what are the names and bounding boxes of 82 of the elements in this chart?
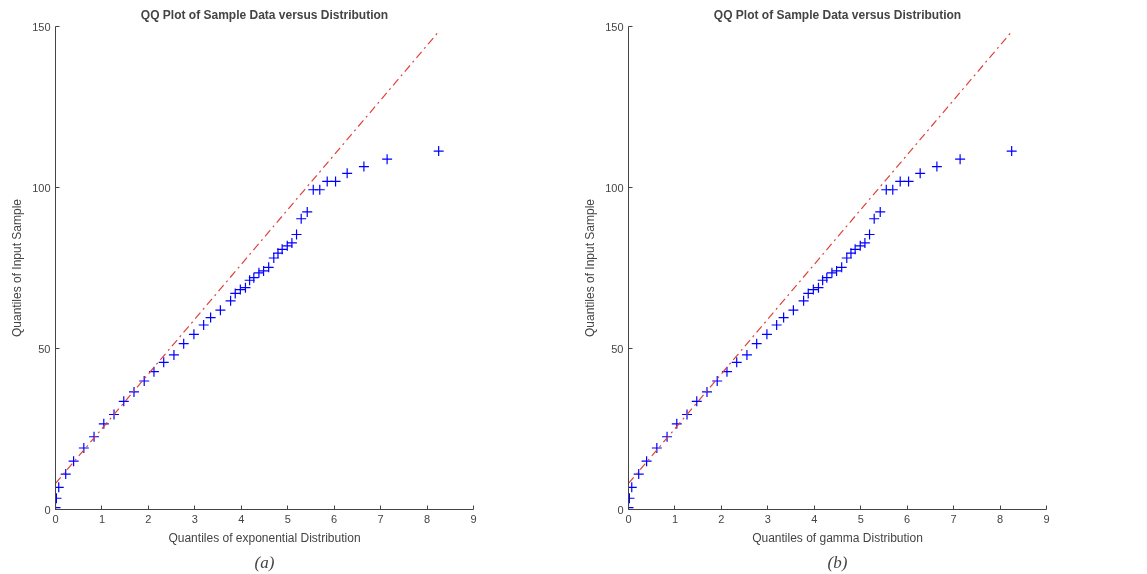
point [863, 228, 876, 241]
point [358, 160, 370, 173]
y-axis-title: Quantiles of Input Sample [583, 198, 598, 338]
point [314, 184, 326, 196]
point [741, 349, 753, 361]
point [902, 175, 915, 187]
point [887, 184, 899, 196]
point [188, 328, 200, 340]
point [138, 375, 150, 387]
y-tick-label: 150 [32, 20, 51, 33]
point [329, 175, 342, 187]
x-tick-label: 9 [470, 512, 477, 525]
point [721, 366, 733, 378]
point [931, 160, 943, 173]
point [751, 338, 763, 350]
y-tick-label: 0 [617, 503, 624, 516]
y-tick-label: 50 [611, 342, 624, 355]
point [433, 145, 445, 157]
x-tick-label: 4 [238, 512, 245, 525]
point [731, 356, 743, 368]
point [128, 386, 140, 398]
point [681, 408, 693, 421]
y-tick-label: 50 [38, 342, 51, 355]
x-tick-label: 7 [377, 512, 384, 525]
y-tick-label: 100 [605, 181, 624, 194]
x-tick-label: 1 [98, 512, 106, 525]
x-tick-label: 8 [997, 512, 1004, 525]
text: (a) [254, 552, 275, 572]
point [168, 349, 180, 361]
point [641, 455, 653, 467]
point [701, 386, 713, 398]
point [954, 153, 966, 165]
point [661, 431, 673, 443]
point [98, 418, 110, 430]
text: (b) [827, 552, 848, 572]
x-tick-label: 3 [191, 512, 198, 525]
chart-title: QQ Plot of Sample Data versus Distribution [713, 7, 962, 22]
point [108, 408, 120, 421]
x-tick-label: 2 [145, 512, 152, 525]
point [290, 228, 303, 241]
point [321, 175, 333, 187]
x-tick-label: 3 [764, 512, 771, 525]
point [651, 442, 663, 454]
x-tick-label: 9 [1043, 512, 1050, 525]
point [787, 304, 799, 316]
point [118, 395, 130, 407]
x-tick-label: 5 [284, 512, 291, 525]
point [914, 167, 926, 179]
point [214, 304, 226, 316]
point [671, 418, 683, 430]
point [691, 395, 703, 407]
x-tick-label: 0 [625, 512, 632, 525]
point [68, 455, 80, 467]
point [381, 153, 393, 165]
point [341, 167, 353, 179]
y-tick-label: 150 [605, 20, 624, 33]
x-tick-label: 1 [671, 512, 679, 525]
y-axis-title: Quantiles of Input Sample [10, 198, 25, 338]
point [633, 468, 645, 480]
point [1006, 145, 1018, 157]
point [894, 175, 906, 187]
x-axis-title: Quantiles of exponential Distribution [168, 530, 361, 545]
point [178, 338, 190, 350]
x-axis-title: Quantiles of gamma Distribution [752, 530, 923, 545]
x-tick-label: 5 [857, 512, 864, 525]
x-tick-label: 4 [811, 512, 818, 525]
x-tick-label: 2 [718, 512, 725, 525]
chart-title: QQ Plot of Sample Data versus Distribution [140, 7, 389, 22]
x-tick-label: 0 [52, 512, 59, 525]
y-tick-label: 100 [32, 181, 51, 194]
point [78, 442, 90, 454]
x-tick-label: 8 [424, 512, 431, 525]
y-tick-label: 0 [44, 503, 51, 516]
point [761, 328, 773, 340]
x-tick-label: 6 [904, 512, 911, 525]
point [60, 468, 72, 480]
point [88, 431, 100, 443]
x-tick-label: 6 [331, 512, 338, 525]
x-tick-label: 7 [950, 512, 957, 525]
point [158, 356, 170, 368]
point [148, 366, 160, 378]
point [711, 375, 723, 387]
